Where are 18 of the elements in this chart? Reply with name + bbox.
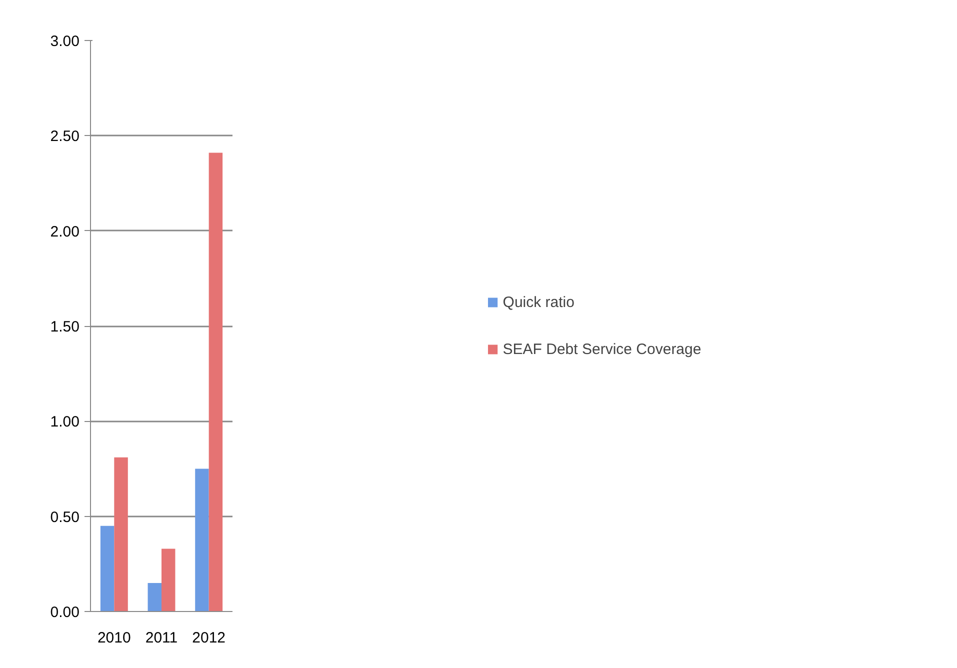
bar xyxy=(100,526,114,612)
bar xyxy=(208,152,223,612)
legend-label: SEAF Debt Service Coverage xyxy=(502,340,702,358)
bar xyxy=(114,457,128,612)
legend-label: Quick ratio xyxy=(502,294,576,310)
y-tick-label: 2.50 xyxy=(50,128,80,146)
bar xyxy=(195,468,209,612)
x-tick-label: 2012 xyxy=(192,630,226,646)
x-tick-label: 2011 xyxy=(145,630,178,646)
y-tick-label: 1.50 xyxy=(50,318,80,336)
y-tick-label: 2.00 xyxy=(50,223,80,240)
y-tick-label: 1.00 xyxy=(50,414,80,431)
y-tick-label: 0.50 xyxy=(50,508,80,526)
y-tick-label: 3.00 xyxy=(50,33,80,50)
y-tick-label: 0.00 xyxy=(50,604,80,621)
bar xyxy=(162,548,176,612)
bar xyxy=(148,582,162,612)
x-tick-label: 2010 xyxy=(97,630,131,646)
